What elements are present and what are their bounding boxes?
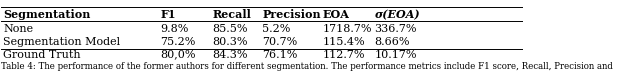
Text: 10.17%: 10.17% xyxy=(374,50,417,60)
Text: 80,0%: 80,0% xyxy=(160,50,196,60)
Text: σ(EOA): σ(EOA) xyxy=(374,9,420,20)
Text: 70.7%: 70.7% xyxy=(262,37,298,47)
Text: Segmentation: Segmentation xyxy=(3,9,91,20)
Text: 76.1%: 76.1% xyxy=(262,50,298,60)
Text: 84.3%: 84.3% xyxy=(212,50,248,60)
Text: 336.7%: 336.7% xyxy=(374,24,417,34)
Text: 75.2%: 75.2% xyxy=(160,37,195,47)
Text: F1: F1 xyxy=(160,9,175,20)
Text: Recall: Recall xyxy=(212,9,252,20)
Text: 1718.7%: 1718.7% xyxy=(322,24,372,34)
Text: Segmentation Model: Segmentation Model xyxy=(3,37,120,47)
Text: 112.7%: 112.7% xyxy=(322,50,365,60)
Text: Precision: Precision xyxy=(262,9,321,20)
Text: 9.8%: 9.8% xyxy=(160,24,189,34)
Text: 5.2%: 5.2% xyxy=(262,24,291,34)
Text: 8.66%: 8.66% xyxy=(374,37,410,47)
Text: None: None xyxy=(3,24,33,34)
Text: Ground Truth: Ground Truth xyxy=(3,50,81,60)
Text: 115.4%: 115.4% xyxy=(322,37,365,47)
Text: 80.3%: 80.3% xyxy=(212,37,248,47)
Text: Table 4: The performance of the former authors for different segmentation. The p: Table 4: The performance of the former a… xyxy=(1,62,612,71)
Text: 85.5%: 85.5% xyxy=(212,24,248,34)
Text: EOA: EOA xyxy=(322,9,349,20)
